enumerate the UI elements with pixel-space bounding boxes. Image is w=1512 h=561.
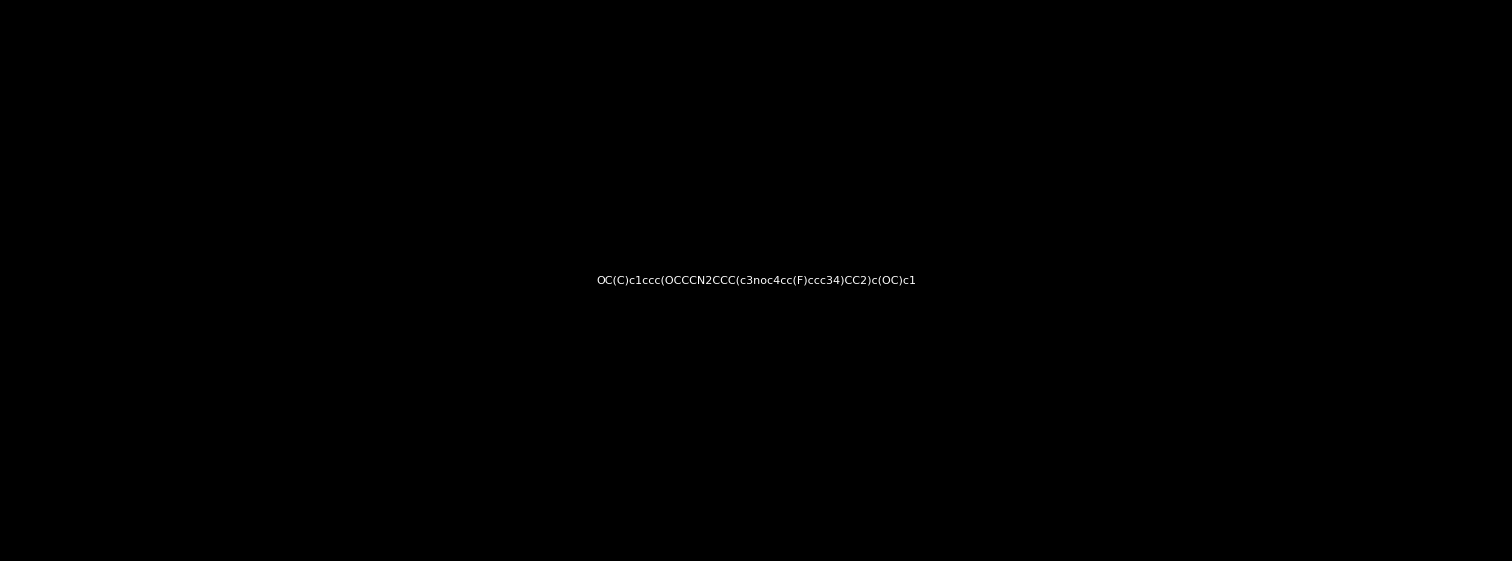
Text: OC(C)c1ccc(OCCCN2CCC(c3noc4cc(F)ccc34)CC2)c(OC)c1: OC(C)c1ccc(OCCCN2CCC(c3noc4cc(F)ccc34)CC… — [596, 275, 916, 286]
